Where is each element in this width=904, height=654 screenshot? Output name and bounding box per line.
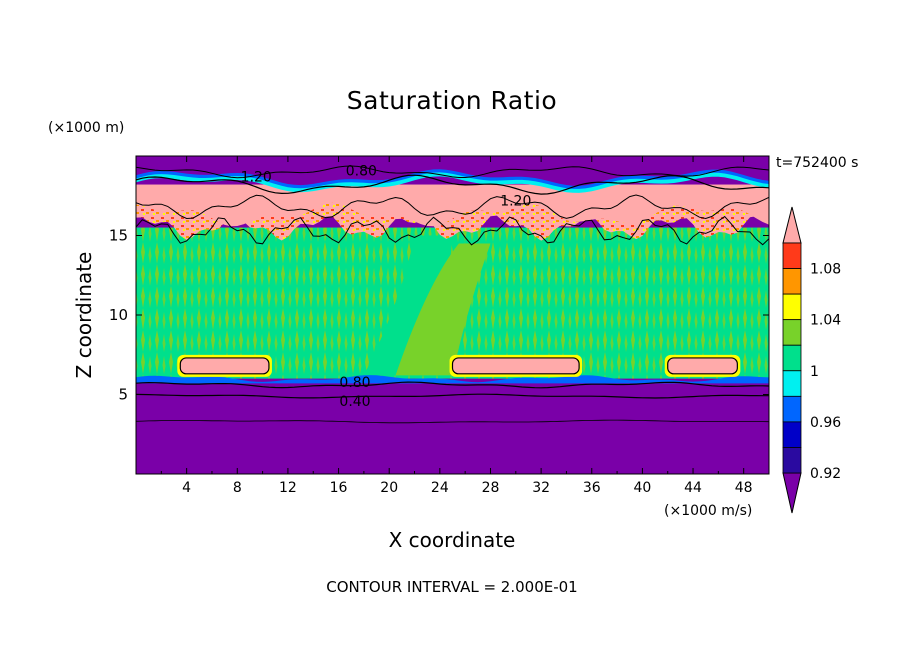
contour-label: 1.20 (241, 170, 272, 186)
colorbar-under-triangle (782, 472, 802, 514)
time-label: t=752400 s (776, 155, 859, 171)
colorbar-label: 1 (810, 364, 819, 380)
y-tick-label: 15 (109, 227, 128, 245)
contour-line (136, 165, 769, 179)
colorbar-label: 0.92 (810, 466, 841, 482)
colorbar: 0.92 0.96 1 1.04 1.08 (782, 206, 841, 514)
x-tick-label: 20 (380, 480, 398, 496)
colorbar-label: 0.96 (810, 415, 841, 431)
colorbar-band (782, 268, 802, 295)
colorbar-band (782, 319, 802, 346)
y-tick-label: 5 (118, 386, 128, 404)
contour-label: 0.80 (339, 375, 370, 391)
colorbar-band (782, 395, 802, 423)
contour-line (136, 174, 769, 195)
x-tick-label: 12 (279, 480, 297, 496)
region-updraft-edge (395, 243, 491, 376)
contour-line (136, 393, 769, 399)
region-cirrus-layer (136, 184, 769, 227)
y-axis-unit: (×1000 m) (48, 120, 125, 136)
plot-area (136, 156, 769, 474)
contour-labels: 1.20 0.80 1.20 0.80 0.40 (241, 163, 532, 410)
lower-supersaturated-pocket (667, 357, 738, 375)
chart-title: Saturation Ratio (346, 86, 558, 115)
x-tick-label: 24 (431, 480, 449, 496)
x-axis-ticks: 4 8 12 16 20 24 28 32 36 40 44 48 (160, 156, 753, 496)
contour-label: 0.80 (346, 163, 377, 179)
x-tick-label: 32 (532, 480, 550, 496)
x-tick-label: 16 (330, 480, 348, 496)
region-upper-dry (136, 156, 769, 186)
colorbar-band (782, 370, 802, 397)
x-tick-label: 8 (233, 480, 242, 496)
contour-label: 1.20 (500, 194, 531, 210)
lower-supersaturated-pocket (179, 357, 270, 375)
x-axis-unit: (×1000 m/s) (664, 503, 753, 519)
x-tick-label: 36 (583, 480, 601, 496)
colorbar-label: 1.04 (810, 313, 841, 329)
colorbar-band (782, 421, 802, 448)
x-tick-label: 28 (482, 480, 500, 496)
y-axis-ticks: 5 10 15 (109, 227, 769, 404)
y-tick-label: 10 (109, 306, 128, 324)
contour-line (136, 215, 769, 246)
x-tick-label: 48 (735, 480, 753, 496)
contour-line (136, 194, 769, 220)
colorbar-over-triangle (782, 206, 802, 244)
lower-supersaturated-pocket (451, 357, 580, 375)
colorbar-band (782, 447, 802, 474)
x-tick-label: 44 (684, 480, 702, 496)
contour-line (136, 381, 769, 389)
colorbar-band (782, 293, 802, 321)
x-tick-label: 40 (633, 480, 651, 496)
contour-label: 0.40 (339, 394, 370, 410)
colorbar-band (782, 242, 802, 269)
contour-line (136, 419, 769, 424)
lower-edge-band (136, 375, 769, 384)
colorbar-band (782, 344, 802, 372)
x-axis-label: X coordinate (388, 528, 516, 552)
x-tick-label: 4 (182, 480, 191, 496)
contour-interval-note: CONTOUR INTERVAL = 2.000E-01 (326, 578, 578, 596)
colorbar-label: 1.08 (810, 262, 841, 278)
